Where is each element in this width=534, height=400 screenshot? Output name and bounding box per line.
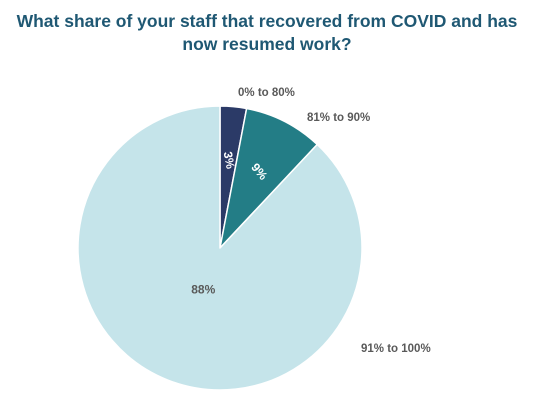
pie-slices (77, 105, 363, 391)
slice-value-label-1: 3% (221, 150, 238, 170)
category-label-1: 0% to 80% (238, 87, 295, 99)
category-label-3: 91% to 100% (361, 343, 431, 355)
slice-value-label-3: 88% (191, 282, 215, 296)
category-labels: 0% to 80% 81% to 90% 91% to 100% (238, 87, 431, 355)
pie-slice-3 (77, 105, 363, 391)
category-label-2: 81% to 90% (307, 112, 370, 124)
chart-title: What share of your staff that recovered … (16, 11, 518, 54)
pie-slice-2 (219, 107, 318, 249)
